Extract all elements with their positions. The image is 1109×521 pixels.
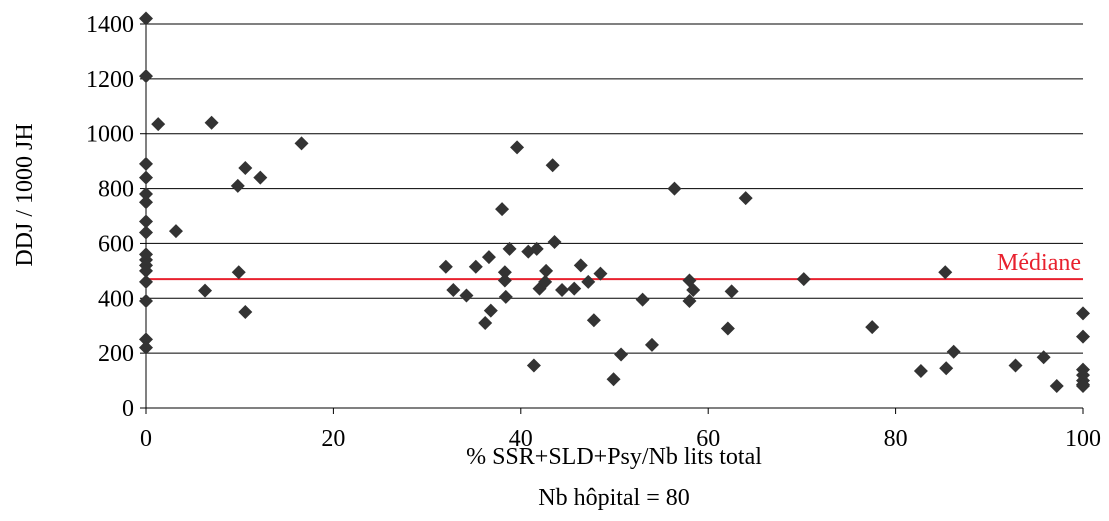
data-point-36 <box>498 289 513 304</box>
data-point-16 <box>151 117 166 132</box>
data-point-65 <box>865 320 880 335</box>
data-point-19 <box>204 115 219 130</box>
y-tick-label-200: 200 <box>98 341 134 367</box>
data-point-22 <box>238 161 253 175</box>
y-tick-label-400: 400 <box>98 286 134 312</box>
data-point-60 <box>686 283 701 298</box>
data-point-73 <box>1076 306 1090 321</box>
data-point-71 <box>1036 350 1051 365</box>
data-point-34 <box>497 265 512 280</box>
data-point-59 <box>682 294 697 309</box>
data-point-0 <box>139 11 153 26</box>
data-point-11 <box>139 263 153 278</box>
data-point-53 <box>606 372 621 387</box>
data-point-54 <box>614 347 629 362</box>
data-point-74 <box>1076 329 1090 344</box>
data-point-48 <box>567 281 582 296</box>
data-point-70 <box>1008 358 1023 373</box>
data-point-6 <box>139 214 153 229</box>
data-point-45 <box>545 158 560 173</box>
data-point-14 <box>139 332 153 347</box>
y-tick-label-1200: 1200 <box>86 67 134 93</box>
data-point-27 <box>446 283 461 298</box>
x-tick-label-100: 100 <box>1065 426 1101 452</box>
axes <box>140 23 1084 414</box>
data-point-51 <box>586 313 601 328</box>
data-point-35 <box>497 273 512 288</box>
data-point-31 <box>481 250 496 265</box>
data-point-17 <box>168 224 183 239</box>
data-point-43 <box>538 274 553 289</box>
data-point-18 <box>198 283 213 298</box>
x-axis-title: % SSR+SLD+Psy/Nb lits total <box>466 444 762 470</box>
data-points <box>139 11 1090 394</box>
median-label: Médiane <box>997 250 1081 276</box>
x-tick-label-60: 60 <box>696 426 720 452</box>
data-point-12 <box>139 274 153 289</box>
data-point-5 <box>139 195 153 210</box>
data-point-47 <box>555 283 570 298</box>
axis-titles: DDJ / 1000 JH % SSR+SLD+Psy/Nb lits tota… <box>12 123 762 511</box>
data-point-66 <box>913 363 928 378</box>
data-point-50 <box>581 274 596 289</box>
data-point-23 <box>238 305 253 319</box>
gridlines <box>146 23 1083 354</box>
data-point-2 <box>139 156 153 171</box>
tick-labels: 0 200 400 600 800 1000 1200 1400 0 20 40 60 80 100 <box>86 12 1101 452</box>
x-tick-label-80: 80 <box>884 426 908 452</box>
data-point-28 <box>459 288 474 303</box>
data-point-13 <box>139 294 153 309</box>
y-tick-label-1400: 1400 <box>86 12 134 38</box>
median-group: Médiane <box>146 250 1083 281</box>
data-point-30 <box>478 315 493 330</box>
data-point-24 <box>253 170 268 185</box>
x-tick-label-40: 40 <box>509 426 533 452</box>
data-point-68 <box>939 361 954 376</box>
data-point-25 <box>294 136 309 151</box>
chart-subtitle: Nb hôpital = 80 <box>538 485 690 511</box>
data-point-38 <box>510 140 525 155</box>
x-tick-label-20: 20 <box>321 426 345 452</box>
data-point-72 <box>1049 379 1064 394</box>
data-point-40 <box>526 358 541 373</box>
data-point-46 <box>547 235 562 250</box>
data-point-55 <box>635 292 650 307</box>
data-point-37 <box>502 241 517 256</box>
data-point-56 <box>644 337 659 352</box>
data-point-33 <box>495 202 510 217</box>
data-point-69 <box>946 344 961 359</box>
data-point-41 <box>529 241 544 256</box>
y-axis-title: DDJ / 1000 JH <box>12 123 38 266</box>
x-tick-label-0: 0 <box>140 426 152 452</box>
data-point-61 <box>720 321 735 336</box>
data-point-1 <box>139 69 153 84</box>
data-point-26 <box>438 259 453 274</box>
data-point-15 <box>139 340 153 355</box>
data-point-7 <box>139 225 153 240</box>
data-point-49 <box>573 258 588 273</box>
data-point-32 <box>483 303 498 318</box>
data-point-20 <box>230 178 245 193</box>
data-point-21 <box>231 265 246 280</box>
data-point-57 <box>667 181 682 196</box>
y-tick-label-1000: 1000 <box>86 122 134 148</box>
data-point-3 <box>139 170 153 185</box>
y-tick-label-600: 600 <box>98 231 134 257</box>
data-point-62 <box>724 284 739 299</box>
data-point-79 <box>1076 379 1090 394</box>
data-point-52 <box>593 266 608 281</box>
data-point-4 <box>139 187 153 202</box>
y-tick-label-800: 800 <box>98 177 134 203</box>
data-point-29 <box>468 259 483 274</box>
data-point-64 <box>796 272 811 287</box>
data-point-63 <box>738 191 753 206</box>
y-tick-label-0: 0 <box>122 396 134 422</box>
data-point-44 <box>539 263 554 278</box>
data-point-67 <box>938 265 953 280</box>
